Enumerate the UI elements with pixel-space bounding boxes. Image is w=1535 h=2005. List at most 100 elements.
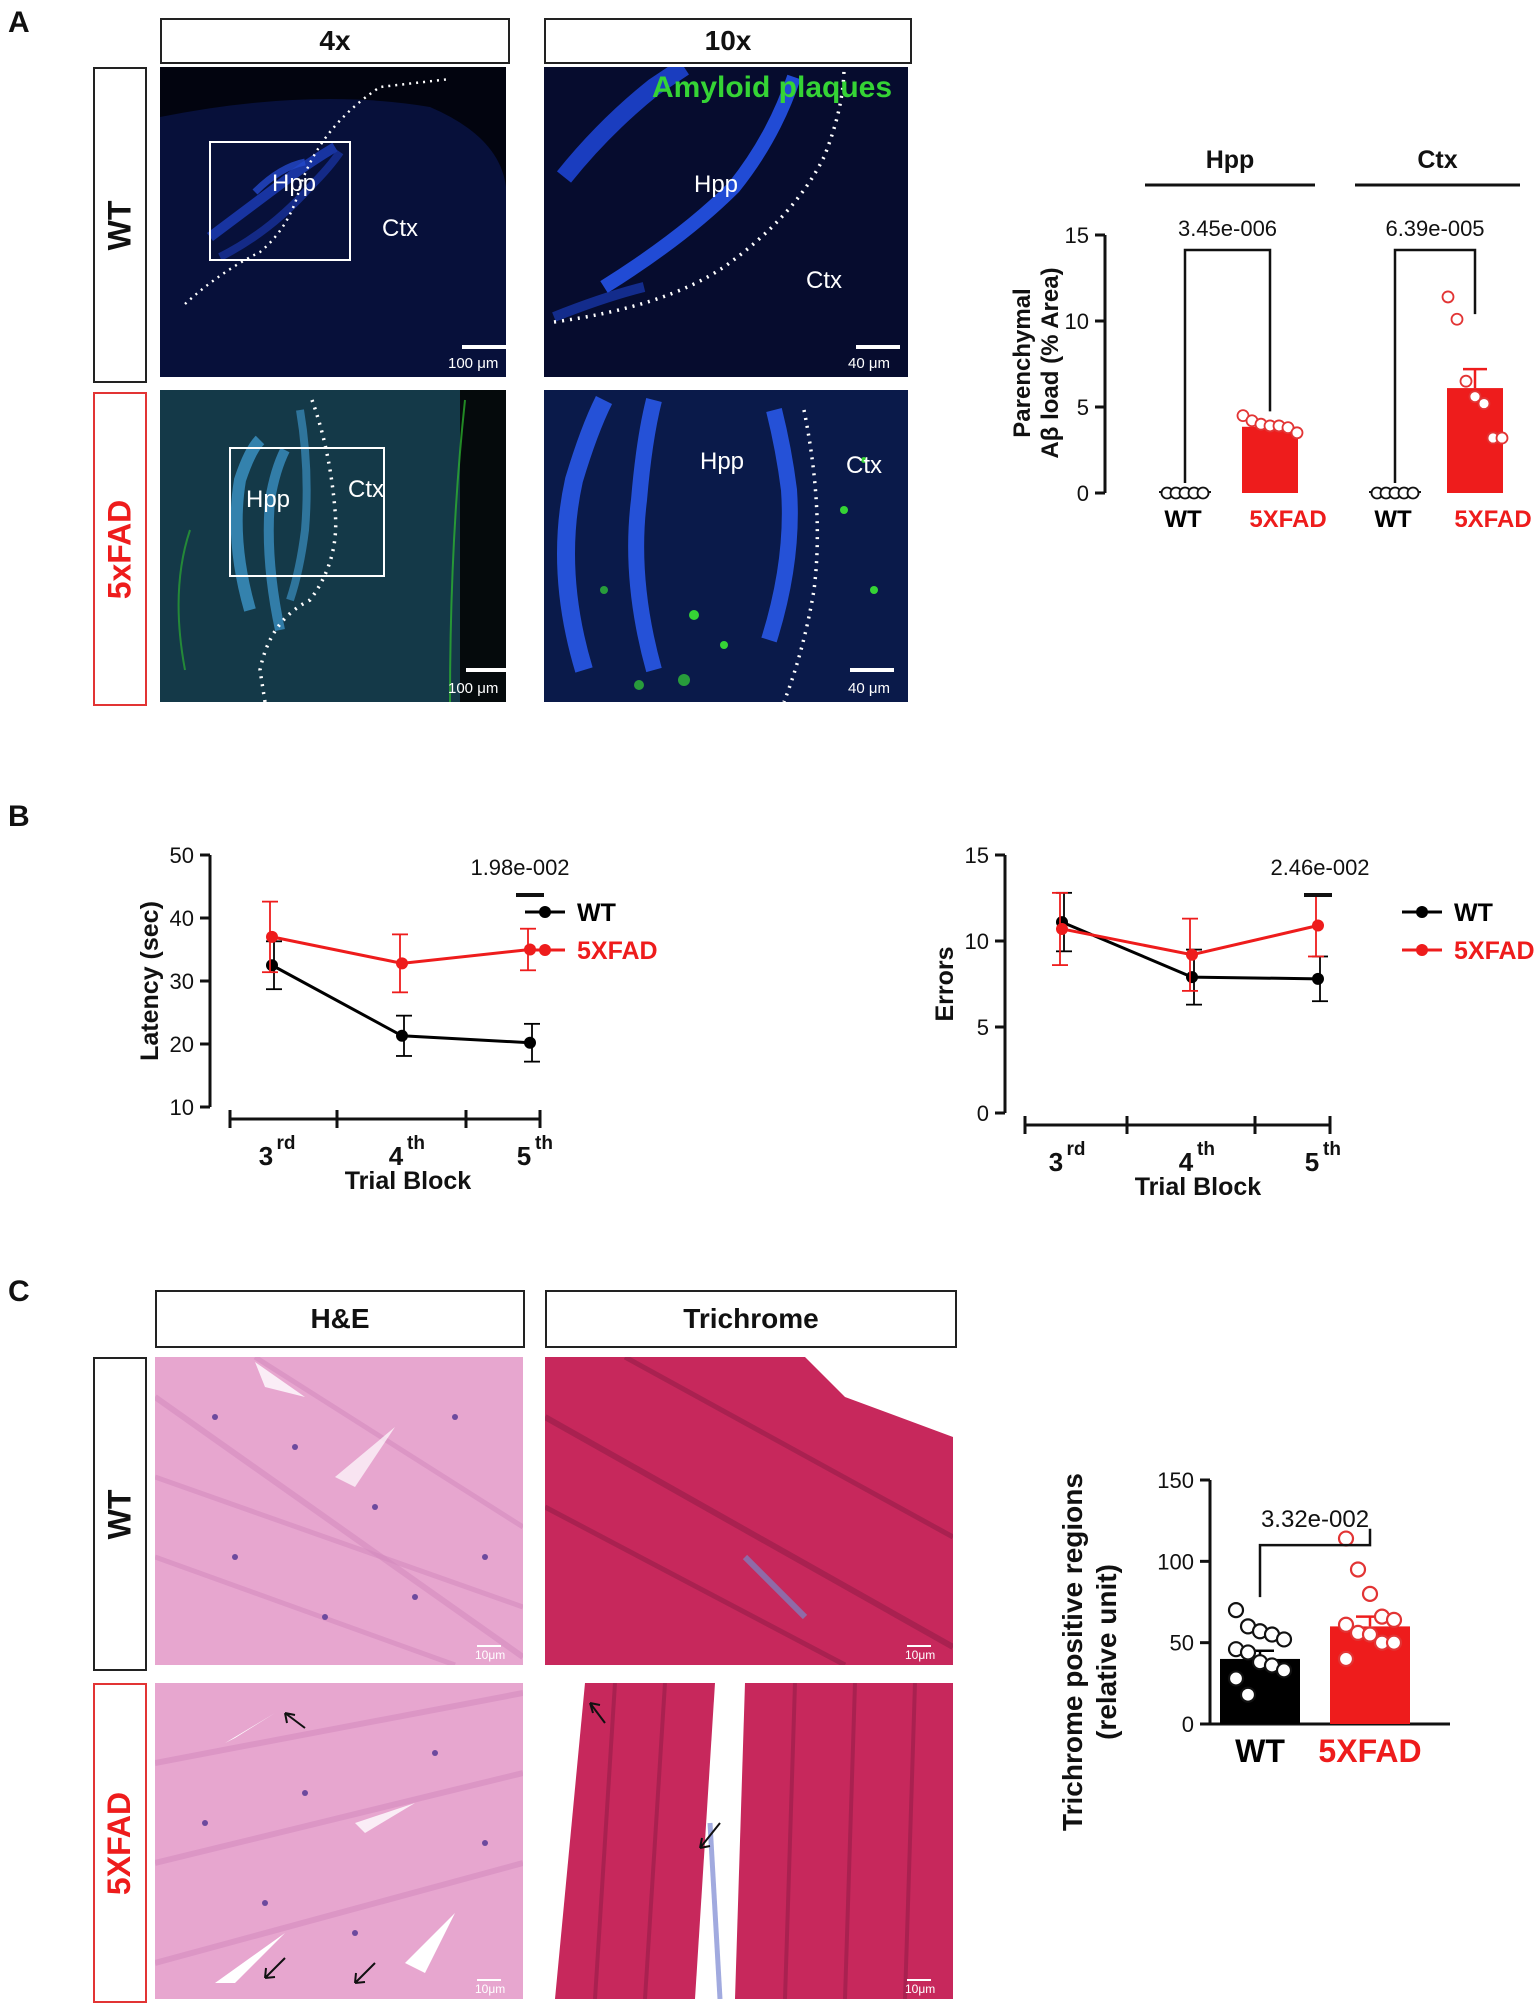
scale-bar-label: 100 μm [448, 680, 499, 697]
row-label-wt-a: WT [93, 67, 147, 383]
region-label-ctx: Ctx [348, 476, 384, 503]
p-value-label: 3.32e-002 [1261, 1506, 1369, 1533]
scale-bar [477, 1645, 501, 1647]
scale-bar [856, 345, 900, 349]
scale-bar [477, 1979, 501, 1981]
row-label-wt-c: WT [93, 1357, 147, 1671]
y-tick-label: 0 [1077, 481, 1089, 506]
scale-bar-label: 10μm [475, 1982, 506, 1996]
y-axis-label: Latency (sec) [136, 901, 164, 1061]
data-point [1275, 1662, 1293, 1679]
data-point [1275, 1631, 1293, 1648]
legend-label: WT [577, 899, 616, 927]
row-label-5xfad-c: 5XFAD [93, 1683, 147, 2003]
group-label: Hpp [1206, 146, 1255, 174]
micrograph-wt-4x-art [160, 77, 506, 377]
arrow-icon [354, 1962, 376, 1984]
column-header-4x: 4x [160, 18, 510, 64]
micrograph-5xfad-4x-art [160, 390, 506, 702]
micrograph-he-5xfad: 10μm [155, 1683, 523, 1999]
data-point [1468, 390, 1482, 404]
micrograph-5xfad-4x: Hpp Ctx 100 μm [160, 390, 506, 702]
data-point [1406, 486, 1420, 500]
arrow-icon [699, 1822, 721, 1849]
data-point [1227, 1602, 1245, 1619]
y-tick-label: 15 [965, 843, 989, 868]
arrow-icon [264, 1957, 286, 1979]
data-point [1385, 1634, 1403, 1651]
amyloid-plaques-label: Amyloid plaques [652, 71, 893, 104]
micrograph-trichrome-wt-art [545, 1357, 953, 1665]
y-tick-label: 10 [170, 1095, 194, 1120]
legend-marker [1416, 944, 1428, 956]
region-label-ctx: Ctx [806, 267, 842, 294]
y-axis-label: Aβ load (% Area) [1037, 267, 1064, 458]
y-tick-label: 40 [170, 906, 194, 931]
y-tick-label: 50 [1170, 1631, 1194, 1656]
micrograph-trichrome-5xfad: 10μm [545, 1683, 953, 1999]
scale-bar-label: 10μm [905, 1648, 936, 1662]
data-point [1312, 972, 1324, 985]
scale-bar [462, 345, 506, 349]
micrograph-trichrome-5xfad-art [555, 1683, 953, 1999]
y-tick-label: 150 [1157, 1468, 1194, 1493]
micrograph-5xfad-10x: Hpp Ctx 40 μm [544, 390, 908, 702]
region-label-hpp: Hpp [272, 170, 317, 197]
data-point [1196, 486, 1210, 500]
region-label-ctx: Ctx [382, 215, 418, 242]
data-point [1450, 312, 1464, 326]
chart-amyloid-load: 0 5 10 15 Parenchymal Aβ load (% Area) Hpp Ctx W… [1009, 146, 1532, 533]
data-point [1441, 290, 1455, 304]
scale-bar-label: 40 μm [848, 680, 890, 697]
data-point [1337, 1530, 1355, 1547]
group-label: Ctx [1417, 146, 1457, 174]
arrow-icon [589, 1702, 606, 1724]
y-axis-label: Trichrome positive regions [1057, 1473, 1088, 1831]
micrograph-he-5xfad-art [155, 1690, 523, 1984]
column-header-trichrome: Trichrome [545, 1290, 957, 1348]
data-point [1361, 1626, 1379, 1643]
data-point [266, 959, 278, 972]
data-point [1312, 919, 1324, 932]
data-point [396, 957, 408, 970]
p-value-label: 3.45e-006 [1178, 216, 1277, 241]
legend-label: 5XFAD [577, 937, 658, 965]
data-point [1349, 1561, 1367, 1578]
data-point [1459, 374, 1473, 388]
data-point [1290, 426, 1304, 440]
significance-bracket [1258, 1528, 1372, 1598]
panel-c-letter: C [8, 1275, 30, 1308]
data-point [1361, 1585, 1379, 1602]
x-tick-label: 5XFAD [1454, 506, 1531, 533]
x-tick-label: 5 [1305, 1147, 1319, 1177]
significance-bracket [1393, 248, 1477, 483]
column-header-10x: 10x [544, 18, 912, 64]
legend-marker [539, 944, 551, 956]
micrograph-he-wt-art [155, 1357, 523, 1665]
scale-bar [907, 1979, 931, 1981]
region-label-hpp: Hpp [700, 448, 745, 475]
x-tick-label: 4 [389, 1141, 404, 1171]
y-tick-label: 20 [170, 1032, 194, 1057]
x-axis-label: Trial Block [345, 1167, 472, 1195]
data-point [1337, 1616, 1355, 1633]
y-axis-label: Parenchymal [1009, 288, 1036, 437]
x-tick-label: 5XFAD [1249, 506, 1326, 533]
region-label-ctx: Ctx [846, 452, 882, 479]
data-point [1239, 1686, 1257, 1703]
bar [1242, 426, 1298, 493]
region-label-hpp: Hpp [246, 486, 291, 513]
micrograph-wt-10x: Amyloid plaques Hpp Ctx 40 μm [544, 67, 908, 377]
scale-bar-label: 100 μm [448, 355, 499, 372]
data-point [1385, 1611, 1403, 1628]
micrograph-he-wt: 10μm [155, 1357, 523, 1665]
y-tick-label: 30 [170, 969, 194, 994]
micrograph-5xfad-10x-art [557, 395, 878, 702]
data-point [1337, 1650, 1355, 1668]
x-tick-suffix: th [1197, 1139, 1215, 1160]
data-point [1186, 971, 1198, 984]
chart-trichrome: 0 50 100 150 Trichrome positive regions (rela… [1057, 1468, 1450, 1831]
data-point [1239, 1644, 1257, 1661]
data-point [1495, 431, 1509, 445]
